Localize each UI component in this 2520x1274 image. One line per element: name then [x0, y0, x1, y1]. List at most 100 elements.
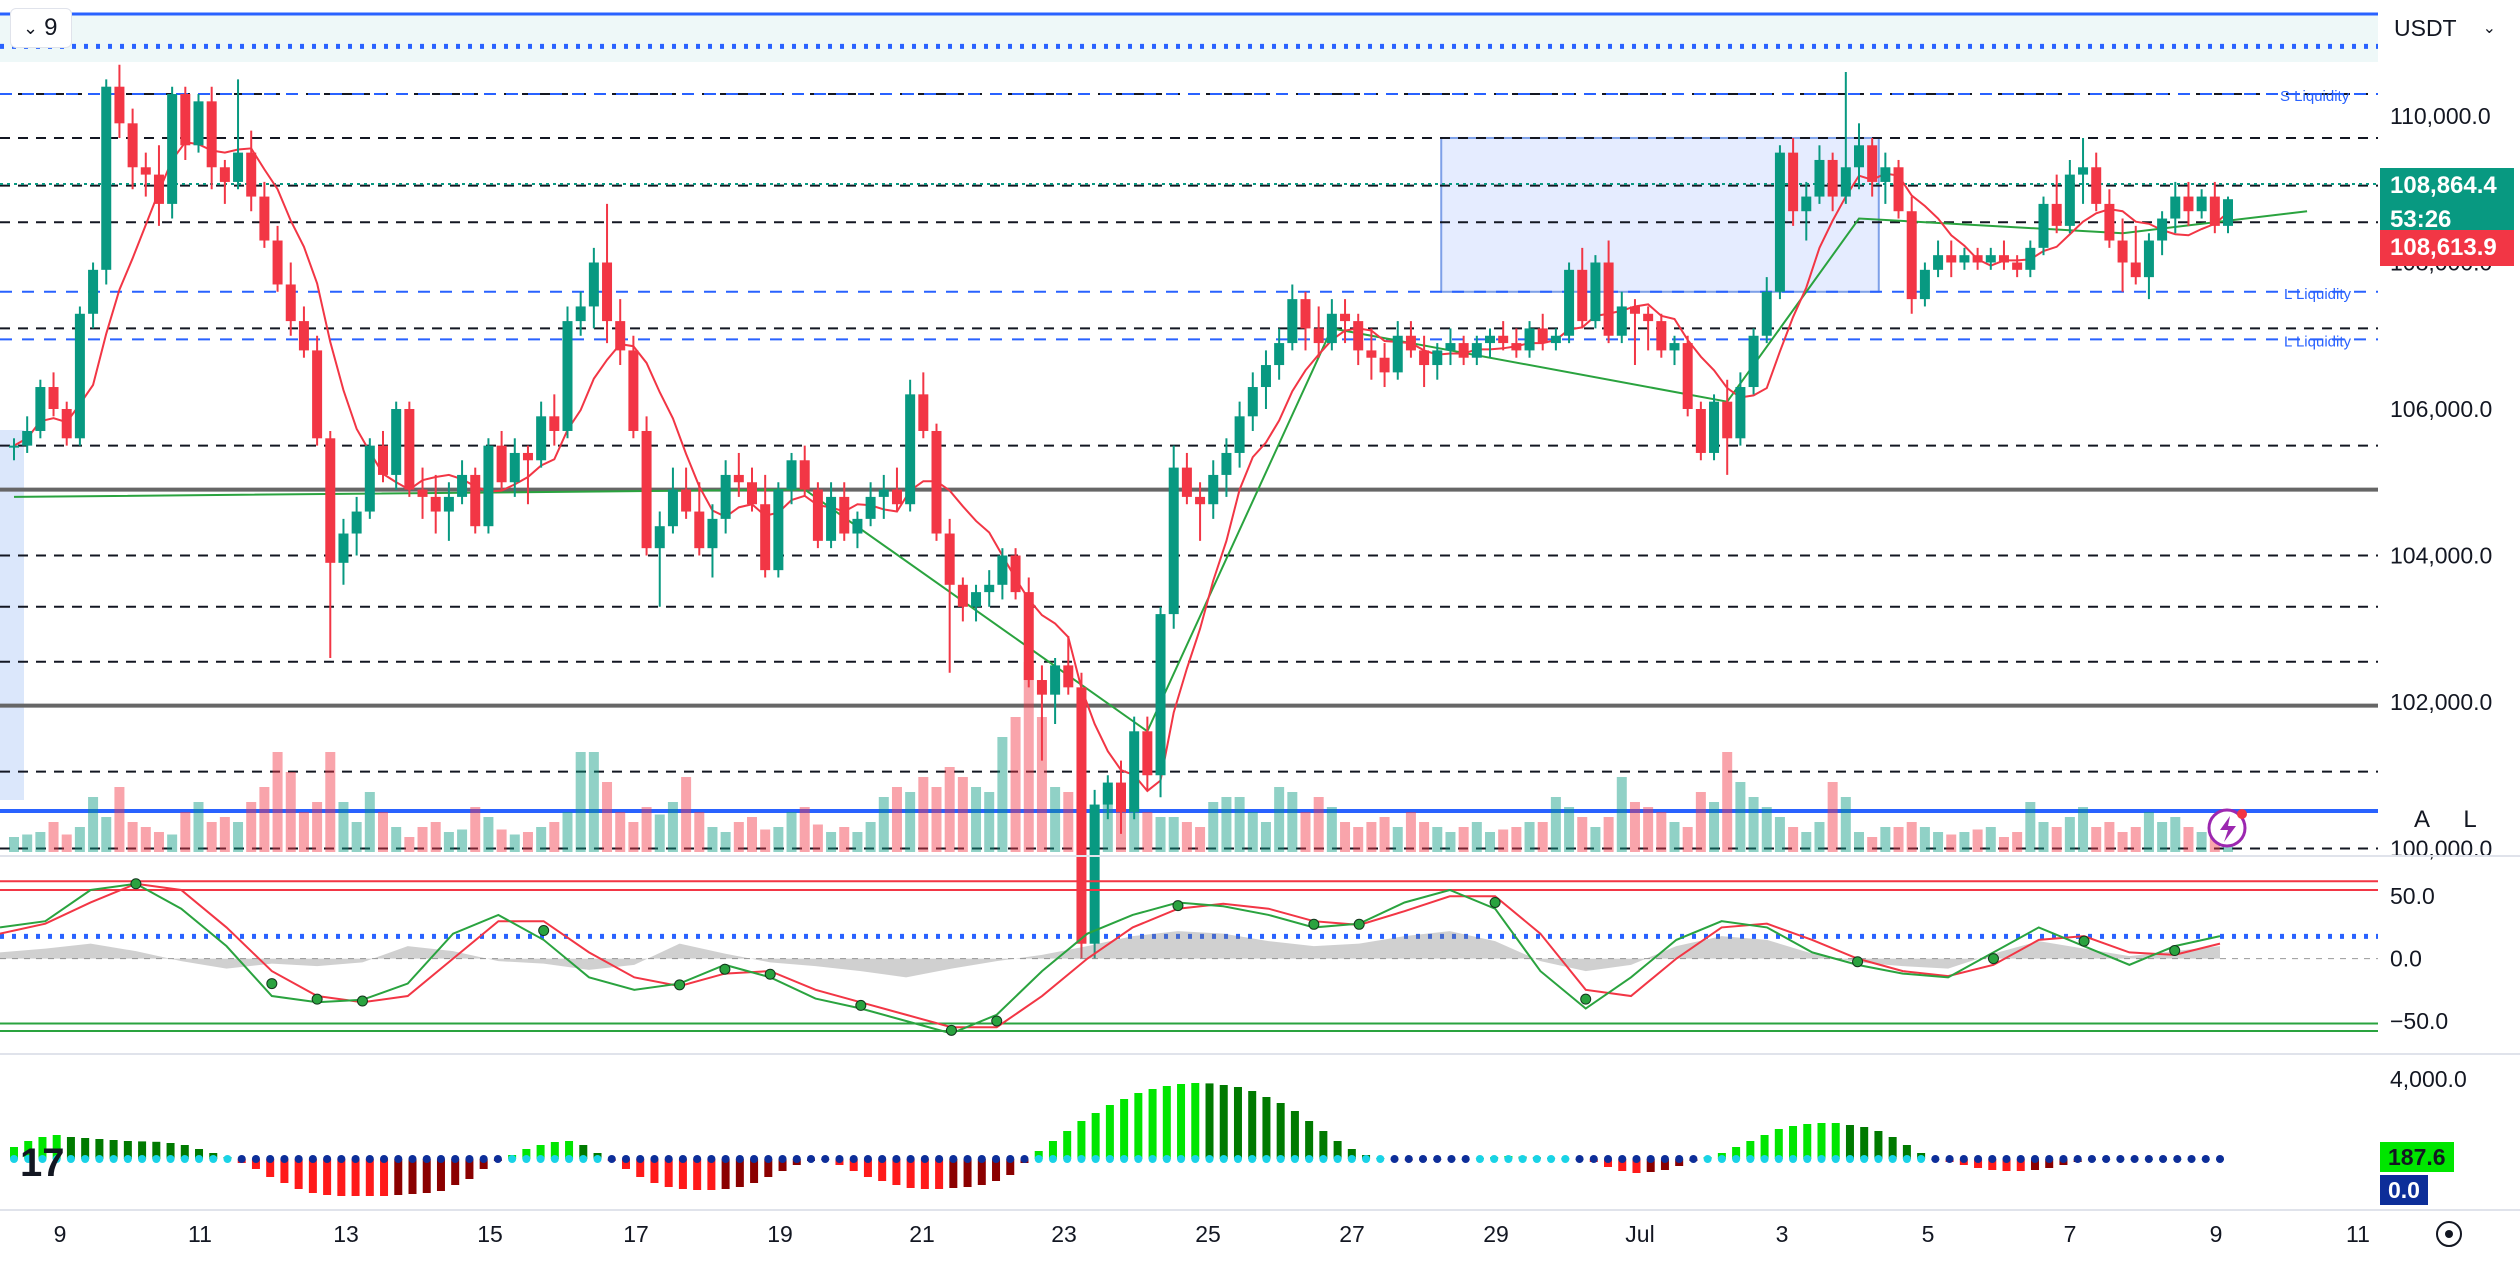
- volume-bar: [1459, 827, 1469, 852]
- volume-bar: [1788, 827, 1798, 852]
- candle-body: [866, 497, 876, 519]
- volume-bar: [1169, 817, 1179, 852]
- macd-signal-dot: [2145, 1155, 2153, 1163]
- candle-body: [233, 153, 243, 182]
- candle-body: [734, 475, 744, 482]
- candle-body: [2078, 167, 2088, 174]
- volume-bar: [2170, 817, 2180, 852]
- candle-body: [549, 416, 559, 431]
- volume-bar: [1630, 802, 1640, 852]
- candle-body: [813, 490, 823, 541]
- candle-body: [1208, 475, 1218, 504]
- cross-marker: [1490, 897, 1500, 907]
- macd-hist-bar: [1775, 1129, 1783, 1159]
- macd-signal-dot: [1618, 1155, 1626, 1163]
- volume-bar: [1274, 787, 1284, 852]
- candle-body: [1301, 299, 1311, 328]
- macd-signal-dot: [1718, 1155, 1726, 1163]
- candle-body: [1327, 314, 1337, 343]
- candle-body: [1735, 387, 1745, 438]
- macd-signal-dot: [1590, 1155, 1598, 1163]
- volume-bar: [1393, 827, 1403, 852]
- candle-body: [826, 497, 836, 541]
- macd-signal-dot: [1006, 1155, 1014, 1163]
- macd-signal-dot: [1761, 1155, 1769, 1163]
- candle-body: [1762, 292, 1772, 336]
- candle-body: [101, 87, 111, 270]
- time-axis-label: 9: [54, 1221, 67, 1247]
- candle-body: [2223, 199, 2233, 226]
- volume-bar: [1538, 822, 1548, 852]
- candle-body: [1551, 336, 1561, 343]
- macd-signal-dot: [380, 1155, 388, 1163]
- macd-axis-label: 4,000.0: [2390, 1066, 2467, 1092]
- volume-bar: [1999, 837, 2009, 852]
- time-axis-label: 13: [333, 1221, 359, 1247]
- candle-body: [918, 394, 928, 431]
- candle-body: [1722, 402, 1732, 439]
- page-background: [0, 0, 2520, 1269]
- macd-signal-dot: [1433, 1155, 1441, 1163]
- candle-body: [2131, 263, 2141, 278]
- time-axis-label: 25: [1195, 1221, 1221, 1247]
- candle-body: [457, 475, 467, 497]
- candle-body: [589, 263, 599, 307]
- volume-bar: [1946, 835, 1956, 853]
- volume-bar: [1894, 827, 1904, 852]
- candle-body: [1076, 687, 1086, 943]
- cross-marker: [946, 1025, 956, 1035]
- log-scale-button[interactable]: L: [2450, 800, 2490, 840]
- chart-canvas[interactable]: S LiquidityL LiquidityL Liquidity110,000…: [0, 0, 2520, 1269]
- candle-body: [1445, 343, 1455, 350]
- time-axis-label: Jul: [1625, 1221, 1654, 1247]
- candle-body: [958, 585, 968, 607]
- stoch-axis-label: 50.0: [2390, 883, 2435, 909]
- time-axis-label: 15: [477, 1221, 503, 1247]
- volume-bar: [734, 822, 744, 852]
- candle-body: [932, 431, 942, 534]
- macd-hist-bar: [309, 1159, 317, 1193]
- macd-signal-dot: [907, 1155, 915, 1163]
- candle-body: [1169, 468, 1179, 614]
- candle-body: [1907, 211, 1917, 299]
- macd-hist-bar: [1206, 1083, 1214, 1159]
- macd-hist-bar: [1860, 1127, 1868, 1159]
- macd-signal-dot: [124, 1155, 132, 1163]
- macd-signal-dot: [1931, 1155, 1939, 1163]
- candle-body: [365, 446, 375, 512]
- candle-body: [1485, 336, 1495, 343]
- volume-bar: [457, 830, 467, 853]
- volume-bar: [958, 777, 968, 852]
- macd-hist-bar: [1134, 1093, 1142, 1159]
- candle-body: [1419, 350, 1429, 365]
- candle-body: [628, 350, 638, 431]
- macd-signal-dot: [1789, 1155, 1797, 1163]
- time-axis-label: 29: [1483, 1221, 1509, 1247]
- auto-scale-button[interactable]: A: [2402, 800, 2442, 840]
- macd-signal-dot: [1946, 1155, 1954, 1163]
- time-axis-label: 19: [767, 1221, 793, 1247]
- candle-body: [35, 387, 45, 431]
- volume-bar: [1564, 807, 1574, 852]
- interval-selector[interactable]: ⌄ 9: [10, 8, 72, 48]
- macd-signal-dot: [1988, 1155, 1996, 1163]
- candle-body: [2091, 167, 2101, 204]
- candle-body: [1670, 343, 1680, 350]
- ref-price-tag: 108,613.9: [2380, 230, 2514, 266]
- volume-bar: [444, 832, 454, 852]
- candle-body: [2170, 197, 2180, 219]
- macd-hist-bar: [949, 1159, 957, 1188]
- macd-signal-dot: [878, 1155, 886, 1163]
- cross-marker: [1309, 919, 1319, 929]
- volume-bar: [1156, 817, 1166, 852]
- volume-bar: [1472, 822, 1482, 852]
- macd-hist-bar: [1277, 1103, 1285, 1159]
- volume-bar: [1419, 822, 1429, 852]
- candle-body: [563, 321, 573, 431]
- candle-body: [246, 153, 256, 197]
- candle-body: [22, 431, 32, 446]
- macd-hist-bar: [323, 1159, 331, 1195]
- candle-body: [1880, 167, 1890, 182]
- symbol-select[interactable]: USDT ⌄: [2380, 6, 2510, 50]
- volume-bar: [1775, 817, 1785, 852]
